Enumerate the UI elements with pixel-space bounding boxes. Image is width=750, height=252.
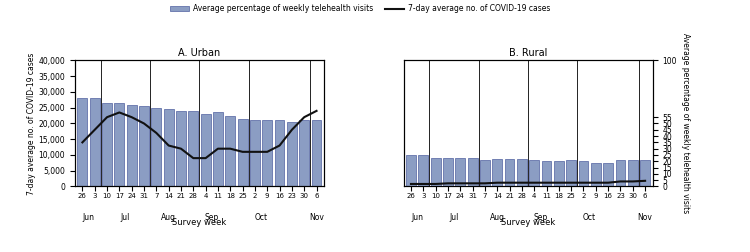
Bar [188,111,198,186]
Title: B. Rural: B. Rural [509,48,548,58]
Text: Sep: Sep [533,213,548,222]
Text: Nov: Nov [638,213,652,222]
Bar [102,103,112,186]
Bar [287,122,297,186]
Text: Jul: Jul [121,213,130,222]
Bar [299,120,309,186]
Legend: Average percentage of weekly telehealth visits, 7-day average no. of COVID-19 ca: Average percentage of weekly telehealth … [167,1,553,16]
Bar [115,103,125,186]
Bar [164,109,173,186]
Text: Oct: Oct [583,213,596,222]
Text: Jul: Jul [449,213,459,222]
Bar [616,160,626,186]
Bar [274,120,284,186]
Bar [603,163,613,186]
Bar [640,160,650,186]
Bar [127,105,136,186]
Bar [152,108,161,186]
Bar [176,111,186,186]
Bar [578,161,589,186]
Bar [505,159,515,186]
Bar [250,120,259,186]
Bar [238,119,248,186]
X-axis label: Survey week: Survey week [172,218,226,227]
Bar [430,158,440,186]
Bar [480,160,490,186]
Bar [591,163,601,186]
Text: Nov: Nov [309,213,324,222]
Bar [77,98,87,186]
Bar [419,155,428,186]
Bar [311,120,322,186]
Bar [517,159,526,186]
Bar [139,106,149,186]
Bar [225,116,236,186]
Bar [201,114,211,186]
Bar [455,158,465,186]
X-axis label: Survey week: Survey week [501,218,555,227]
Bar [213,112,223,186]
Bar [628,160,638,186]
Text: Oct: Oct [254,213,268,222]
Text: Aug: Aug [161,213,176,222]
Bar [262,120,272,186]
Bar [566,160,576,186]
Bar [492,159,502,186]
Text: Jun: Jun [82,213,94,222]
Text: Jun: Jun [411,213,423,222]
Text: Sep: Sep [205,213,219,222]
Bar [443,158,453,186]
Text: Aug: Aug [490,213,505,222]
Title: A. Urban: A. Urban [178,48,220,58]
Bar [530,160,539,186]
Y-axis label: 7-day average no. of COVID-19 cases: 7-day average no. of COVID-19 cases [27,52,36,195]
Bar [90,98,100,186]
Bar [542,161,551,186]
Bar [468,158,478,186]
Y-axis label: Average percentage of weekly telehealth visits: Average percentage of weekly telehealth … [681,33,690,214]
Bar [406,155,416,186]
Bar [554,161,564,186]
